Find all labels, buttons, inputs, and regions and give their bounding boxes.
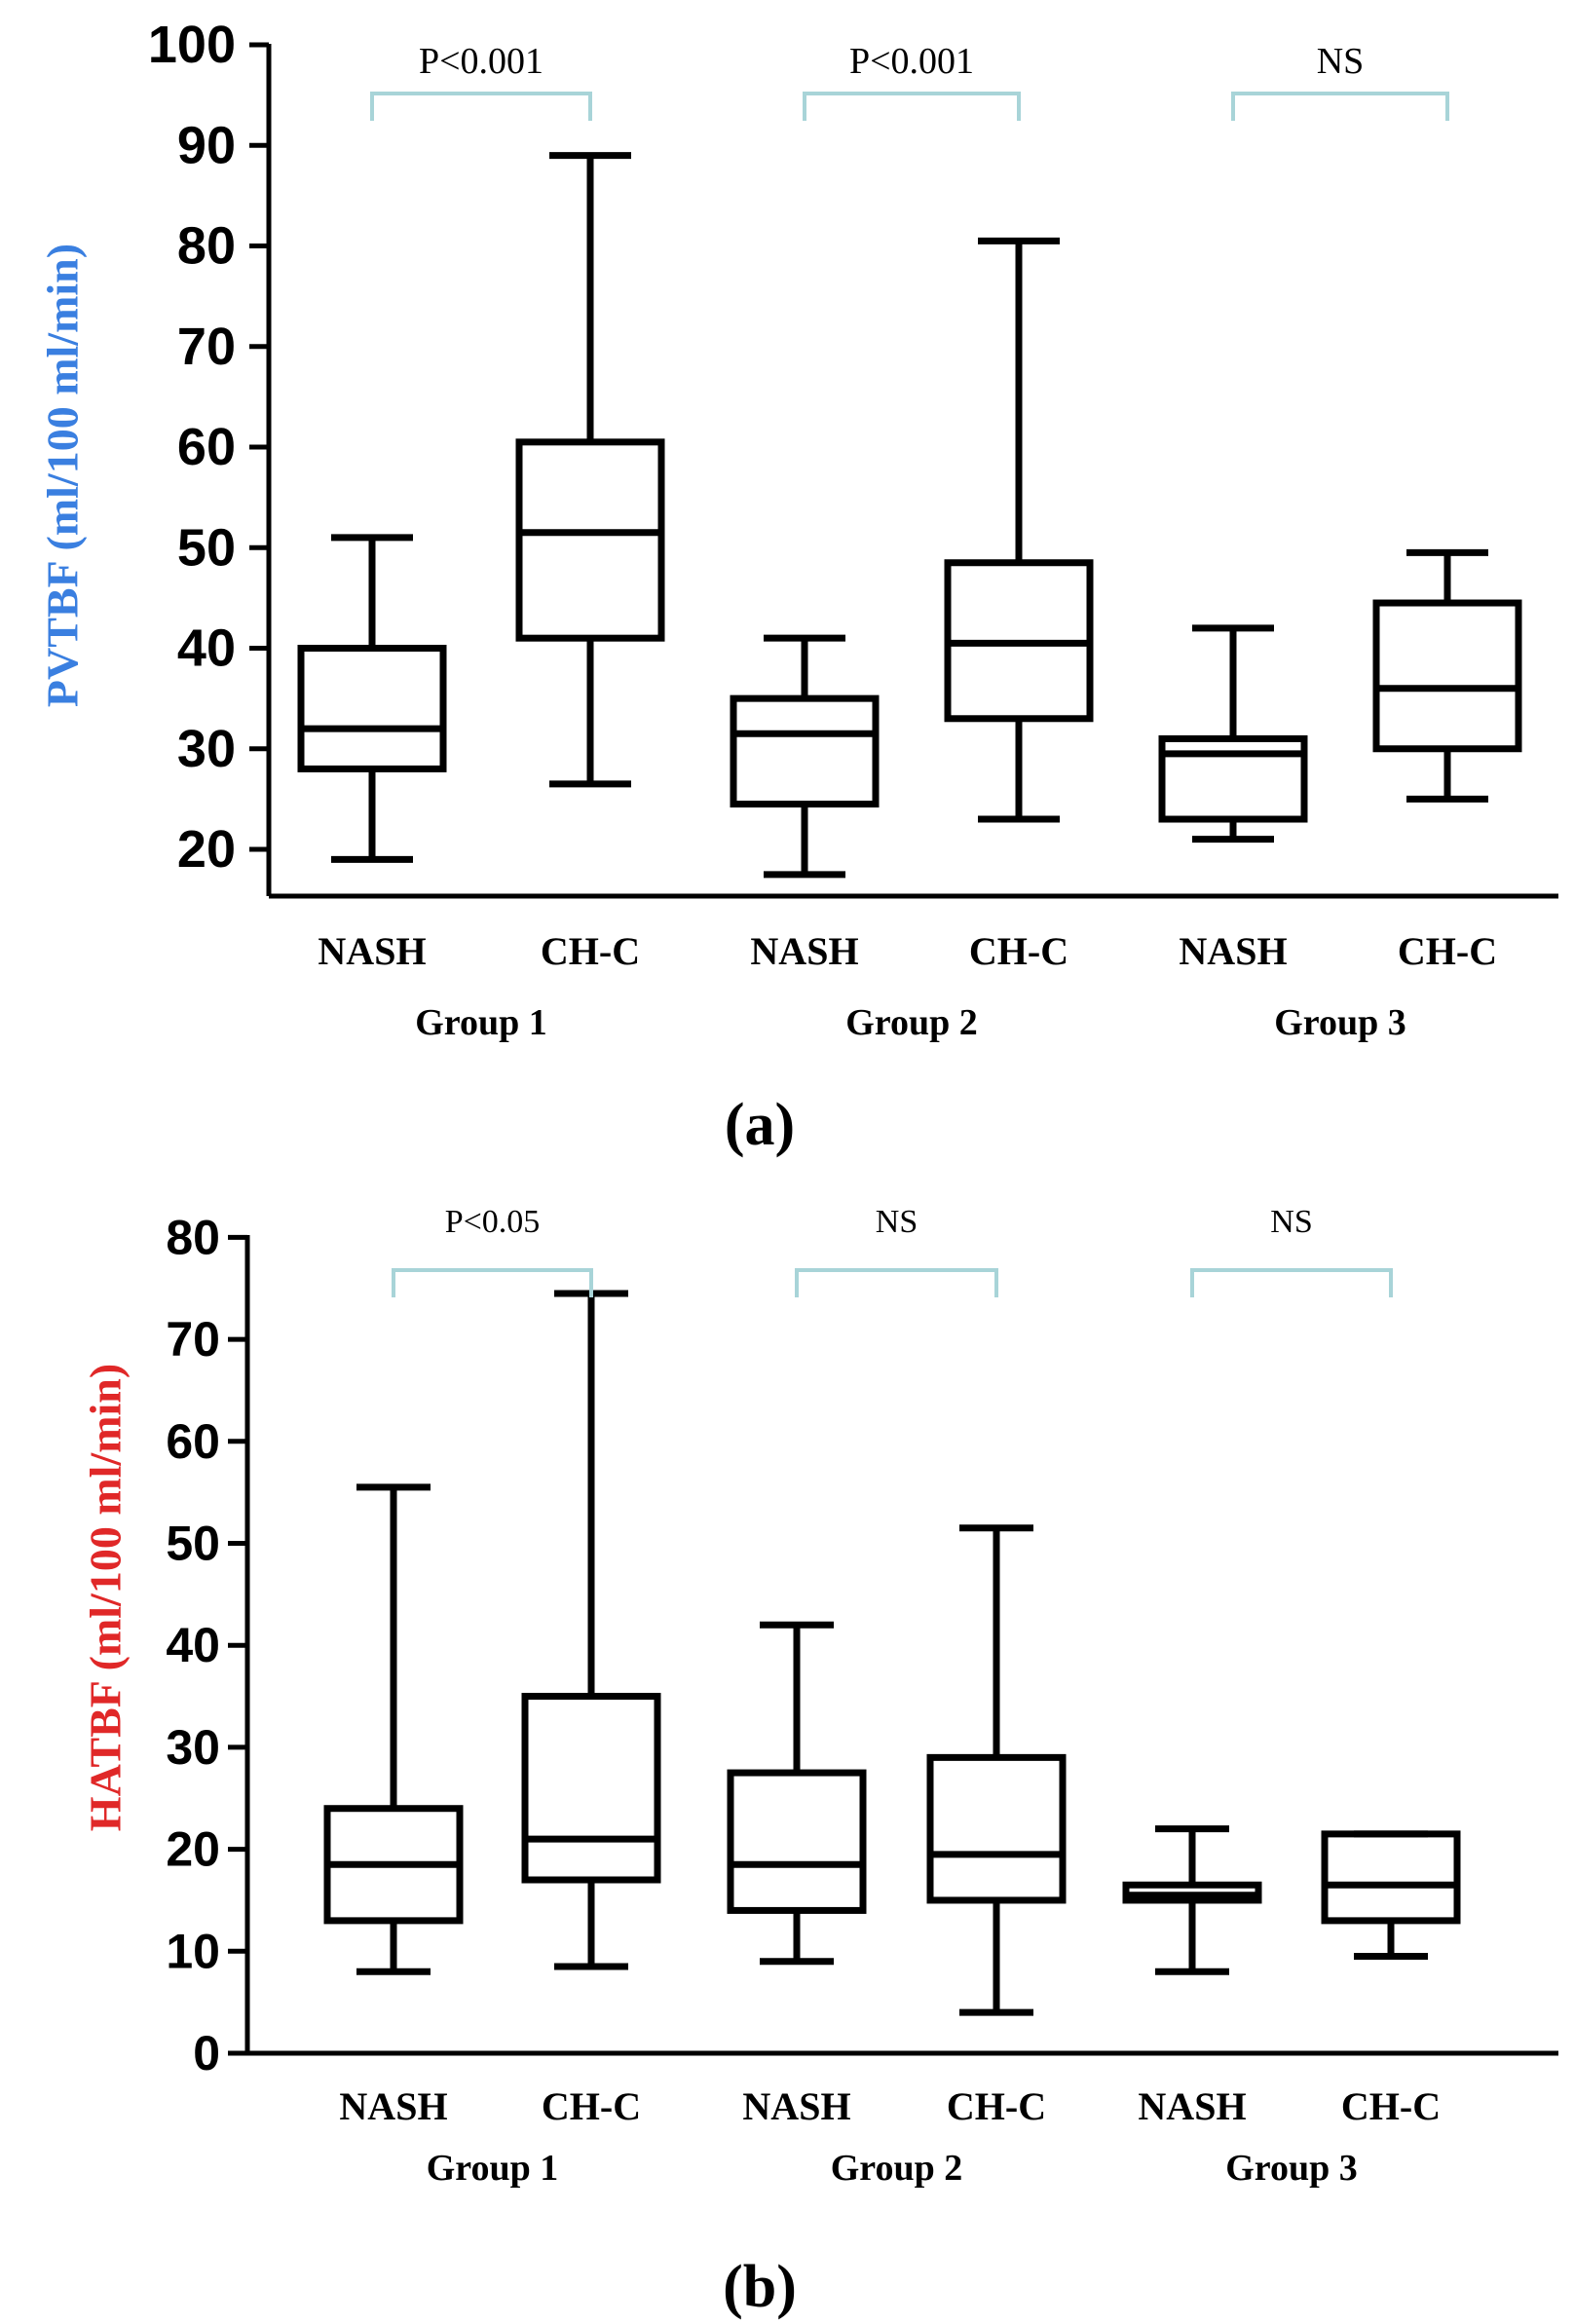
category-label: CH-C (947, 2084, 1046, 2128)
category-label: NASH (1179, 929, 1287, 973)
panel-label-close: ) (776, 2254, 797, 2320)
y-tick-label: 0 (193, 2026, 220, 2080)
panel-label: (a) (725, 1092, 795, 1158)
iqr-box (1372, 599, 1522, 753)
y-tick-label: 30 (166, 1720, 220, 1775)
significance-bracket (370, 92, 592, 121)
y-tick-label: 50 (166, 1517, 220, 1571)
iqr-box (515, 438, 665, 642)
significance-label: P<0.001 (849, 41, 974, 82)
iqr-box (730, 694, 880, 808)
panel-b-hatbf-chart: 0 10 20 30 40 50 60 70 80 HATBF (ml/100 ml/min) NA… (81, 1204, 1558, 2320)
iqr-box (1321, 1830, 1461, 1925)
significance-bracket (392, 1268, 593, 1297)
box-plot-6 (1321, 1830, 1461, 1961)
panel-label-letter: b (743, 2254, 776, 2320)
y-tick-label: 90 (177, 116, 236, 174)
significance-label: NS (876, 1204, 918, 1240)
y-tick-label: 50 (177, 518, 236, 577)
category-label: CH-C (1341, 2084, 1441, 2128)
y-tick-label: 70 (166, 1312, 220, 1367)
box-plot-3 (727, 1621, 867, 1966)
y-tick-label: 80 (177, 217, 236, 276)
group-label: Group 2 (831, 2148, 963, 2189)
group-label: Group 1 (427, 2148, 559, 2189)
group-label: Group 1 (415, 1002, 547, 1043)
significance-label: P<0.001 (419, 41, 543, 82)
y-tick-label: 60 (166, 1414, 220, 1469)
box-plot-5 (1158, 624, 1308, 843)
significance-bracket (795, 1268, 998, 1297)
box-plot-4 (944, 237, 1094, 823)
significance-label: P<0.05 (445, 1204, 541, 1240)
box-plot-2 (521, 1290, 661, 1970)
category-label: CH-C (541, 929, 640, 973)
y-tick-label: 60 (177, 418, 236, 476)
iqr-box (926, 1753, 1067, 1904)
y-axis-title: PVTBF (ml/100 ml/min) (38, 244, 88, 707)
box-plot-4 (926, 1524, 1067, 2016)
category-label: NASH (1138, 2084, 1246, 2128)
box-plot-1 (297, 534, 447, 863)
panel-a-pvtbf-chart: 20 30 40 50 60 70 80 90 100 PVTBF (ml/100 ml/min)… (38, 16, 1558, 1158)
y-tick-label: 40 (177, 619, 236, 678)
y-tick-label: 40 (166, 1618, 220, 1672)
group-label: Group 3 (1225, 2148, 1358, 2189)
group-label: Group 2 (845, 1002, 978, 1043)
category-label: NASH (339, 2084, 447, 2128)
category-label: NASH (750, 929, 858, 973)
box-plot-2 (515, 152, 665, 788)
panel-label: (b) (723, 2254, 797, 2320)
y-tick-label: 100 (148, 16, 236, 74)
box-plot-1 (323, 1483, 464, 1975)
box-plot-3 (730, 634, 880, 879)
box-plot-5 (1122, 1825, 1262, 1975)
y-tick-label: 30 (177, 720, 236, 778)
category-label: NASH (742, 2084, 850, 2128)
significance-label: NS (1270, 1204, 1312, 1240)
category-label: CH-C (1398, 929, 1497, 973)
panel-label-open: ( (723, 2254, 743, 2320)
panel-label-close: ) (775, 1092, 796, 1158)
category-label: NASH (318, 929, 426, 973)
iqr-box (297, 645, 447, 772)
y-axis-title: HATBF (ml/100 ml/min) (81, 1364, 131, 1831)
significance-label: NS (1317, 41, 1365, 82)
panel-label-open: ( (725, 1092, 745, 1158)
iqr-box (1158, 734, 1308, 823)
y-tick-label: 80 (166, 1210, 220, 1264)
category-label: CH-C (969, 929, 1068, 973)
y-tick-label: 20 (166, 1822, 220, 1877)
y-tick-label: 70 (177, 318, 236, 376)
y-tick-label: 20 (177, 820, 236, 879)
iqr-box (521, 1693, 661, 1884)
significance-bracket (803, 92, 1021, 121)
box-plot-6 (1372, 548, 1522, 803)
group-label: Group 3 (1274, 1002, 1406, 1043)
iqr-box (727, 1769, 867, 1914)
y-tick-label: 10 (166, 1924, 220, 1978)
panel-label-letter: a (745, 1092, 775, 1158)
significance-bracket (1190, 1268, 1393, 1297)
significance-bracket (1231, 92, 1449, 121)
category-label: CH-C (542, 2084, 641, 2128)
